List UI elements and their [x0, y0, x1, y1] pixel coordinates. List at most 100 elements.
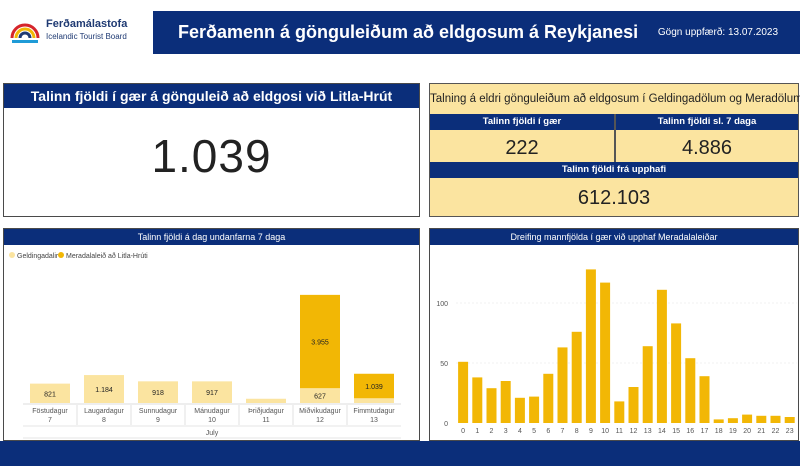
- x-tick-label: 20: [743, 428, 751, 435]
- logo-name: Ferðamálastofa: [46, 18, 128, 30]
- y-tick-label: 0: [444, 421, 448, 428]
- bar-hour: [557, 347, 568, 423]
- legend-item: Meradalaleið að Litla-Hrúti: [66, 252, 148, 260]
- bar-hour: [543, 373, 554, 423]
- x-tick-label: 3: [504, 428, 508, 435]
- bar-meradalaleid: [354, 373, 394, 399]
- x-tick-label: 13: [644, 428, 652, 435]
- kpi-card-older-trails: Talning á eldri gönguleiðum að eldgosum …: [429, 83, 800, 217]
- x-tick-label: Föstudagur: [32, 408, 68, 415]
- x-tick-label: Þriðjudagur: [248, 407, 284, 415]
- kpi-card-title: Talning á eldri gönguleiðum að eldgosum …: [430, 93, 800, 105]
- kpi-value-week: 4.886: [681, 137, 733, 159]
- x-tick-label: 9: [589, 428, 593, 435]
- data-label: 918: [152, 390, 164, 397]
- chart-title: Dreifing mannfjölda í gær við upphaf Mer…: [430, 229, 798, 245]
- legend-swatch: [58, 252, 64, 258]
- x-tick-label: 5: [532, 428, 536, 435]
- bar-hour: [713, 419, 724, 423]
- x-tick-label: 9: [156, 417, 160, 424]
- kpi-card-litla-hrutur: Talinn fjöldi í gær á gönguleið að eldgo…: [3, 83, 420, 217]
- x-tick-label: Laugardagur: [84, 408, 124, 415]
- x-tick-label: 7: [48, 417, 52, 424]
- kpi-label-week: Talinn fjöldi sl. 7 daga: [616, 114, 798, 130]
- bar-meradalaleid: [300, 294, 340, 389]
- bar-geldingadalir: [192, 381, 232, 403]
- x-tick-label: Sunnudagur: [139, 408, 178, 415]
- x-tick-label: 12: [316, 417, 324, 424]
- x-tick-label: 12: [630, 428, 638, 435]
- bar-hour: [585, 269, 596, 423]
- bar-hour: [770, 415, 781, 423]
- x-tick-label: 2: [490, 428, 494, 435]
- bar-hour: [685, 358, 696, 423]
- bar-hour: [614, 401, 625, 423]
- legend-item: Geldingadalir: [17, 253, 59, 260]
- bar-hour: [458, 361, 469, 423]
- y-tick-label: 100: [436, 301, 448, 308]
- bar-hour: [571, 331, 582, 423]
- data-label: 627: [314, 394, 326, 401]
- kpi-card-title: Talinn fjöldi í gær á gönguleið að eldgo…: [4, 84, 419, 108]
- bar-geldingadalir: [246, 398, 286, 403]
- bar-hour: [514, 397, 525, 423]
- page-title: Ferðamenn á gönguleiðum að eldgosum á Re…: [178, 22, 639, 42]
- data-label: 3.955: [311, 340, 329, 347]
- x-tick-label: 17: [701, 428, 709, 435]
- x-tick-label: 15: [672, 428, 680, 435]
- x-tick-label: 1: [475, 428, 479, 435]
- x-month-label: July: [206, 430, 219, 437]
- x-tick-label: Miðvikudagur: [299, 407, 341, 415]
- x-tick-label: Fimmtudagur: [353, 408, 395, 415]
- data-label: 917: [206, 390, 218, 397]
- bar-hour: [671, 323, 682, 423]
- kpi-value-yesterday: 222: [505, 137, 539, 159]
- bar-hour: [784, 417, 795, 423]
- kpi-value-total: 612.103: [577, 187, 651, 209]
- tourist-board-logo-icon: [10, 23, 40, 43]
- x-tick-label: Mánudagur: [194, 408, 230, 415]
- bar-geldingadalir: [30, 383, 70, 403]
- data-label: 1.039: [365, 384, 383, 391]
- x-tick-label: 13: [370, 417, 378, 424]
- x-tick-label: 11: [262, 417, 269, 424]
- x-tick-label: 6: [546, 428, 550, 435]
- chart-hourly-distribution: Dreifing mannfjölda í gær við upphaf Mer…: [429, 228, 799, 441]
- footer-bar: [0, 441, 800, 466]
- stacked-bar-chart: Geldingadalir Meradalaleið að Litla-Hrúti…: [9, 252, 401, 439]
- bar-hour: [756, 415, 767, 423]
- y-tick-label: 50: [440, 361, 448, 368]
- bar-hour: [529, 396, 540, 423]
- chart-last-7-days: Talinn fjöldi á dag undanfarna 7 daga Ge…: [3, 228, 420, 441]
- bar-geldingadalir: [138, 381, 178, 403]
- x-tick-label: 23: [786, 428, 794, 435]
- bar-hour: [486, 388, 497, 423]
- kpi-label-yesterday: Talinn fjöldi í gær: [430, 114, 614, 130]
- bar-geldingadalir: [84, 375, 124, 403]
- data-label: 1.184: [95, 387, 113, 394]
- data-label: 821: [44, 391, 56, 398]
- bar-hour: [500, 381, 511, 423]
- bar-hour: [472, 377, 483, 423]
- title-bar: Ferðamenn á gönguleiðum að eldgosum á Re…: [153, 11, 800, 54]
- bar-geldingadalir: [300, 388, 340, 403]
- divider: [614, 114, 616, 162]
- x-tick-label: 0: [461, 428, 465, 435]
- data-updated-date: Gögn uppfærð: 13.07.2023: [657, 27, 778, 38]
- bar-hour: [656, 289, 667, 423]
- kpi-label-total: Talinn fjöldi frá upphafi: [430, 162, 798, 178]
- x-tick-label: 18: [715, 428, 723, 435]
- x-tick-label: 8: [575, 428, 579, 435]
- bar-hour: [642, 346, 653, 423]
- bar-hour: [628, 387, 639, 423]
- x-tick-label: 16: [686, 428, 694, 435]
- x-tick-label: 11: [616, 428, 623, 435]
- bar-hour: [600, 282, 611, 423]
- x-tick-label: 4: [518, 428, 522, 435]
- x-tick-label: 19: [729, 428, 737, 435]
- x-tick-label: 14: [658, 428, 666, 435]
- header: Ferðamálastofa Icelandic Tourist Board F…: [0, 0, 800, 66]
- x-tick-label: 10: [601, 428, 609, 435]
- legend-swatch: [9, 252, 15, 258]
